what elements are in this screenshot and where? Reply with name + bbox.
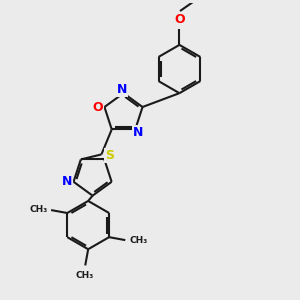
Text: CH₃: CH₃ (29, 205, 47, 214)
Text: S: S (105, 149, 114, 162)
Text: CH₃: CH₃ (76, 271, 94, 280)
Text: O: O (93, 100, 103, 113)
Text: N: N (133, 126, 143, 139)
Text: O: O (175, 14, 185, 26)
Text: CH₃: CH₃ (129, 236, 147, 245)
Text: N: N (117, 83, 127, 96)
Text: N: N (62, 175, 72, 188)
